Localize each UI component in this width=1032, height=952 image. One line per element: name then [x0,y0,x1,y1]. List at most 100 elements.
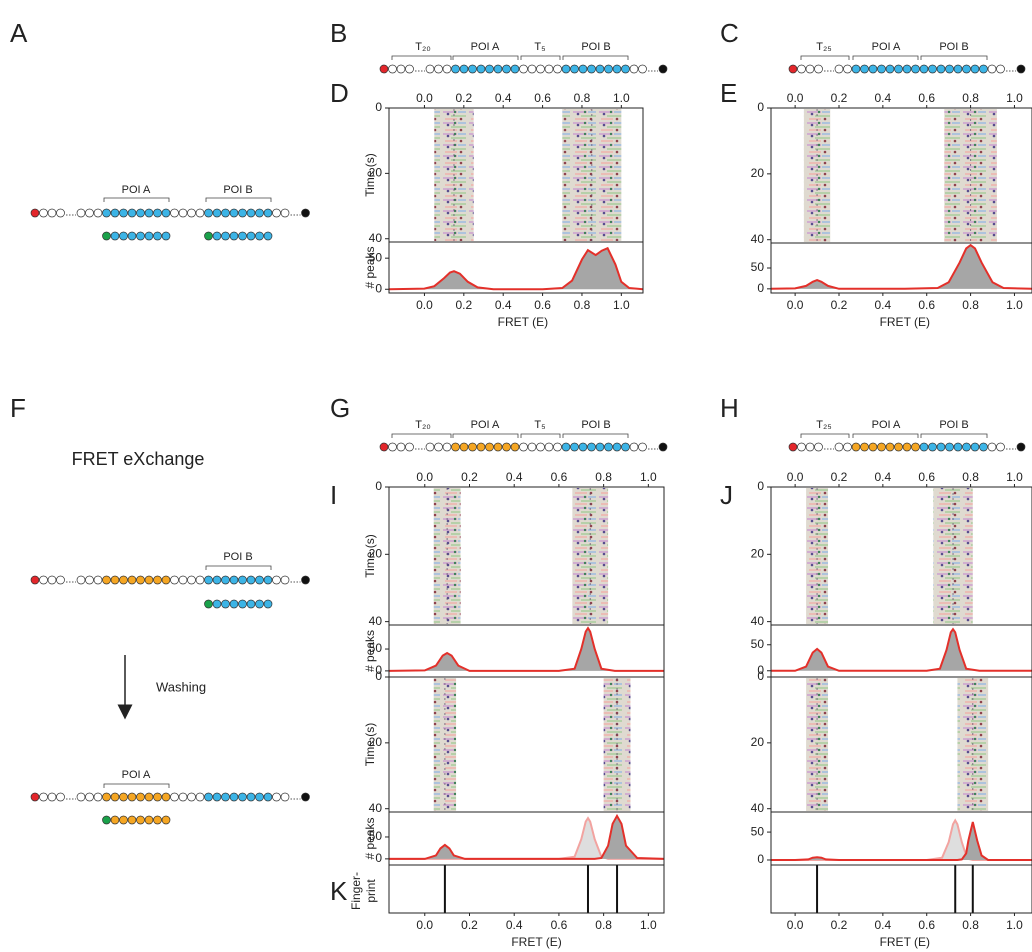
panel-area: 0 50 0.0 0.2 0.4 0.6 0.8 1.0 FRET (E) [751,242,1032,329]
bead [93,575,103,585]
panel-letter: C [720,18,739,48]
bead [153,792,162,802]
poi-label: POI B [223,551,252,563]
bead [553,442,562,452]
bead [136,792,145,802]
bead [187,575,196,585]
bead [805,64,815,74]
bead [30,208,40,218]
bead [510,442,520,452]
panel-area: 0 50 [751,811,1032,866]
bead [212,231,222,241]
bead [451,442,460,452]
x-tick-label: 0.4 [506,470,523,484]
bead [396,64,406,74]
bead [136,815,145,825]
bead [919,64,929,74]
poi-label: POI B [223,184,252,196]
bead [280,575,290,585]
y-axis-label: Time (s) [363,153,377,197]
bead [93,208,103,218]
x-tick-label: 0.6 [534,298,551,312]
bead [272,575,281,585]
x-tick-label: 1.0 [640,918,657,932]
bead [493,442,503,452]
trace-band [433,488,461,624]
bead [47,575,57,585]
bead [388,442,397,452]
hist-area [771,820,1032,860]
x-tick-label: 0.6 [551,470,568,484]
bracket [800,55,850,60]
y-tick-label: 20 [751,735,765,749]
y-tick-label: 40 [369,801,383,815]
bracket [103,783,170,788]
bead [425,64,435,74]
poi-label: POI B [939,41,968,53]
bead [119,815,128,825]
bead [246,208,256,218]
bead [476,64,486,74]
bracket [852,55,919,60]
bead [178,208,188,218]
poi-label: POI A [122,184,151,196]
bead [229,575,239,585]
bead [255,792,264,802]
bead [953,442,963,452]
bead [76,575,86,585]
bead [195,792,205,802]
bead [221,208,230,218]
bracket [562,55,629,60]
trace-band [933,488,973,624]
x-tick-label: 0.8 [595,470,612,484]
bead [587,64,596,74]
bracket [452,55,519,60]
bead [919,442,929,452]
spacer-label: T₂₀ [415,41,431,53]
x-tick-label: 0.0 [787,918,804,932]
bead [85,575,94,585]
bead [102,575,111,585]
bracket [920,55,988,60]
y-tick-label: 50 [369,250,383,264]
x-tick-label: 1.0 [1006,91,1023,105]
bead [212,599,222,609]
x-axis-label: FRET (E) [498,315,548,329]
schematics: POI A POI B T₂₀ POI A T₅ POI B T₂₅ POI A… [72,41,969,781]
bead [621,442,630,452]
panel-kymograph: 0 20 40 0.0 0.2 0.4 0.6 0.8 1.0 Time (s) [363,91,644,245]
bead [388,64,397,74]
x-tick-label: 0.6 [551,918,568,932]
bead [578,64,588,74]
hist-area [389,628,664,671]
bead [255,231,264,241]
bead [638,64,647,74]
bead [119,231,128,241]
panel-barcode: 0.0 0.2 0.4 0.6 0.8 1.0 FRET (E) [770,864,1032,949]
bead [658,64,668,74]
bracket [391,433,452,438]
bead [468,442,477,452]
panel-kymograph: 0 20 40 0.0 0.2 0.4 0.6 0.8 1.0 [751,91,1032,246]
bead [970,64,980,74]
bead [658,442,668,452]
bead [805,442,815,452]
y-tick-label: 40 [751,232,765,246]
panel-kymograph: 0 20 40 [751,669,1032,815]
y-tick-label: 0 [757,669,764,683]
bracket [103,197,170,202]
poi-label: POI B [939,419,968,431]
bead [119,575,128,585]
bead [987,64,997,74]
bead [434,64,443,74]
x-tick-label: 0.8 [595,918,612,932]
bead [527,442,537,452]
y-tick-label: 50 [369,641,383,655]
fit-line [770,243,1032,290]
x-tick-label: 1.0 [613,298,630,312]
y-tick-label: 50 [751,260,765,274]
x-tick-label: 0.2 [455,298,472,312]
bead [221,792,230,802]
y-axis-label: print [364,879,378,903]
hist-area [771,822,1032,860]
